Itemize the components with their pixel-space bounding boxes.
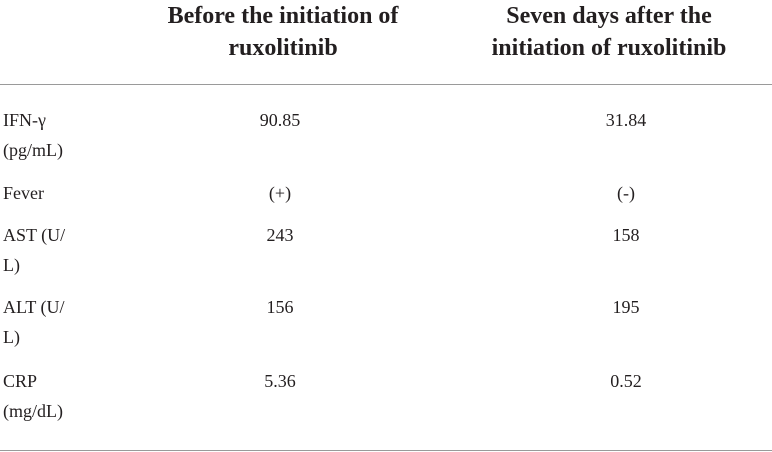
after-value: 158 — [612, 225, 640, 245]
column-header-after: Seven days after the initiation of ruxol… — [491, 3, 727, 61]
before-value: (+) — [268, 183, 292, 203]
row-label: Fever — [3, 183, 44, 203]
after-value: 0.52 — [610, 371, 642, 391]
row-label: AST (U/ L) — [3, 225, 66, 275]
before-value: 243 — [266, 225, 294, 245]
after-value: 195 — [612, 297, 640, 317]
before-value: 90.85 — [259, 110, 301, 130]
header-divider — [0, 84, 772, 85]
row-label: CRP (mg/dL) — [3, 371, 63, 421]
before-value: 5.36 — [264, 371, 296, 391]
row-label: ALT (U/ L) — [3, 297, 65, 347]
before-value: 156 — [266, 297, 294, 317]
row-label: IFN-γ (pg/mL) — [3, 110, 63, 160]
column-header-before: Before the initiation of ruxolitinib — [167, 3, 399, 61]
bottom-divider — [0, 450, 772, 451]
after-value: 31.84 — [605, 110, 647, 130]
after-value: (-) — [617, 183, 635, 203]
